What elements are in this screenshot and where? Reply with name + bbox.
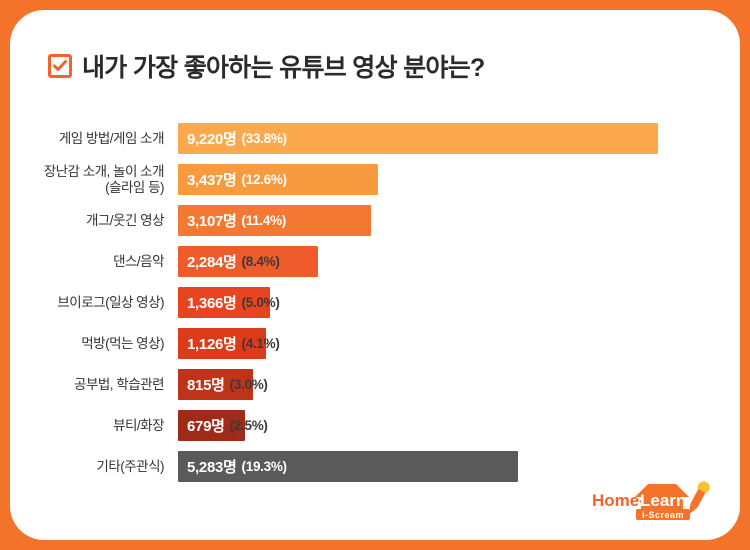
bar-value-label: 679명 (2.5%) bbox=[187, 410, 268, 441]
bar-area: 5,283명 (19.3%) bbox=[178, 446, 740, 487]
category-label: 기타(주관식) bbox=[96, 458, 164, 474]
bar-value-percent: (33.8%) bbox=[241, 131, 287, 146]
chart-row: 공부법, 학습관련 815명 (3.0%) bbox=[10, 364, 740, 405]
bar-value-percent: (5.0%) bbox=[241, 295, 280, 310]
bar-value-count: 2,284명 bbox=[187, 254, 237, 271]
category-label: 뷰티/화장 bbox=[113, 417, 164, 433]
bar-value-count: 1,126명 bbox=[187, 336, 237, 353]
category-label: 장난감 소개, 놀이 소개 (슬라임 등) bbox=[43, 163, 165, 195]
bar bbox=[178, 205, 371, 236]
checkbox-checked-icon bbox=[48, 54, 72, 78]
category-label: 브이로그(일상 영상) bbox=[57, 294, 164, 310]
bar-value-label: 3,437명 (12.6%) bbox=[187, 164, 287, 195]
bar-value-percent: (2.5%) bbox=[229, 418, 268, 433]
bar-area: 2,284명 (8.4%) bbox=[178, 241, 740, 282]
category-label: 개그/웃긴 영상 bbox=[85, 212, 165, 228]
chart-row: 먹방(먹는 영상) 1,126명 (4.1%) bbox=[10, 323, 740, 364]
svg-text:i-Scream: i-Scream bbox=[642, 510, 684, 520]
bar-value-label: 1,126명 (4.1%) bbox=[187, 328, 280, 359]
bar bbox=[178, 246, 318, 277]
bar-area: 815명 (3.0%) bbox=[178, 364, 740, 405]
bar-value-count: 3,437명 bbox=[187, 172, 237, 189]
bar-value-label: 2,284명 (8.4%) bbox=[187, 246, 280, 277]
bar bbox=[178, 410, 245, 441]
page-title: 내가 가장 좋아하는 유튜브 영상 분야는? bbox=[82, 54, 485, 82]
bar-value-percent: (19.3%) bbox=[241, 459, 287, 474]
bar bbox=[178, 451, 518, 482]
bar bbox=[178, 287, 270, 318]
home-learn-logo: Home- Learn i-Scream bbox=[586, 478, 718, 524]
category-label: 공부법, 학습관련 bbox=[74, 376, 164, 392]
category-label: 먹방(먹는 영상) bbox=[81, 335, 164, 351]
bar-value-count: 679명 bbox=[187, 418, 225, 435]
chart-row: 게임 방법/게임 소개 9,220명 (33.8%) bbox=[10, 118, 740, 159]
chart-row: 댄스/음악 2,284명 (8.4%) bbox=[10, 241, 740, 282]
chart-row: 기타(주관식) 5,283명 (19.3%) bbox=[10, 446, 740, 487]
bar-value-percent: (3.0%) bbox=[229, 377, 268, 392]
content-card: 내가 가장 좋아하는 유튜브 영상 분야는? 게임 방법/게임 소개 9,220명… bbox=[10, 10, 740, 540]
svg-text:Home-: Home- bbox=[592, 491, 645, 510]
bar-value-percent: (12.6%) bbox=[241, 172, 287, 187]
bar-value-percent: (4.1%) bbox=[241, 336, 280, 351]
bar-value-label: 9,220명 (33.8%) bbox=[187, 123, 287, 154]
bar-value-count: 9,220명 bbox=[187, 131, 237, 148]
bar-value-label: 5,283명 (19.3%) bbox=[187, 451, 287, 482]
svg-text:Learn: Learn bbox=[640, 491, 686, 510]
bar-value-percent: (11.4%) bbox=[241, 213, 287, 228]
bar-area: 1,366명 (5.0%) bbox=[178, 282, 740, 323]
bar-value-count: 1,366명 bbox=[187, 295, 237, 312]
bar-area: 3,437명 (12.6%) bbox=[178, 159, 740, 200]
bar-value-label: 815명 (3.0%) bbox=[187, 369, 268, 400]
bar-value-percent: (8.4%) bbox=[241, 254, 280, 269]
bar-area: 9,220명 (33.8%) bbox=[178, 118, 740, 159]
bar-area: 679명 (2.5%) bbox=[178, 405, 740, 446]
bar-value-label: 3,107명 (11.4%) bbox=[187, 205, 286, 236]
bar bbox=[178, 164, 378, 195]
bar-value-count: 5,283명 bbox=[187, 459, 237, 476]
bar bbox=[178, 123, 658, 154]
bar-area: 1,126명 (4.1%) bbox=[178, 323, 740, 364]
title-row: 내가 가장 좋아하는 유튜브 영상 분야는? bbox=[48, 48, 485, 84]
chart-row: 브이로그(일상 영상) 1,366명 (5.0%) bbox=[10, 282, 740, 323]
chart-row: 개그/웃긴 영상 3,107명 (11.4%) bbox=[10, 200, 740, 241]
bar-value-count: 3,107명 bbox=[187, 213, 237, 230]
bar bbox=[178, 328, 266, 359]
bar-value-label: 1,366명 (5.0%) bbox=[187, 287, 280, 318]
bar-chart: 게임 방법/게임 소개 9,220명 (33.8%) 장난감 소개, 놀이 소개 (슬… bbox=[10, 118, 740, 487]
category-label: 댄스/음악 bbox=[113, 253, 164, 269]
bar bbox=[178, 369, 253, 400]
bar-value-count: 815명 bbox=[187, 377, 225, 394]
chart-row: 뷰티/화장 679명 (2.5%) bbox=[10, 405, 740, 446]
chart-row: 장난감 소개, 놀이 소개 (슬라임 등) 3,437명 (12.6%) bbox=[10, 159, 740, 200]
bar-area: 3,107명 (11.4%) bbox=[178, 200, 740, 241]
category-label: 게임 방법/게임 소개 bbox=[58, 130, 165, 146]
